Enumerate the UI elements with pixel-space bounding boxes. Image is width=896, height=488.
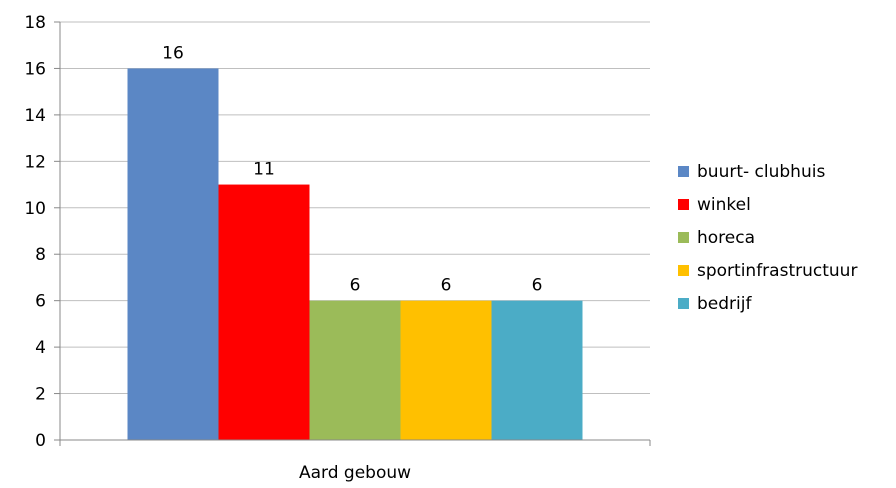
y-tick-label: 10	[24, 199, 46, 219]
legend-swatch	[678, 298, 689, 309]
legend-swatch	[678, 232, 689, 243]
bar-horeca	[309, 300, 401, 440]
legend-label: buurt- clubhuis	[697, 162, 825, 182]
y-tick-label: 18	[24, 13, 46, 33]
data-label: 6	[441, 276, 452, 296]
data-label: 11	[253, 160, 275, 180]
bar-bedrijf	[491, 300, 583, 440]
legend-swatch	[678, 199, 689, 210]
bar-buurt-clubhuis	[127, 68, 219, 440]
data-label: 16	[162, 43, 184, 63]
legend-label: sportinfrastructuur	[697, 261, 857, 281]
x-category-label: Aard gebouw	[299, 463, 411, 483]
data-label: 6	[350, 276, 361, 296]
bar-sportinfrastructuur	[400, 300, 492, 440]
axes	[54, 21, 651, 446]
y-tick-label: 2	[35, 385, 46, 405]
y-tick-label: 8	[35, 245, 46, 265]
bar-winkel	[218, 184, 310, 440]
y-tick-label: 0	[35, 431, 46, 451]
legend-swatch	[678, 166, 689, 177]
legend: buurt- clubhuis winkel horeca sportinfrastr…	[678, 162, 857, 314]
labels: 0 2 4 6 8 10 12 14 16 18 16 11 6 6 6 Aard gebouw	[24, 13, 542, 483]
y-tick-label: 14	[24, 106, 46, 126]
legend-label: winkel	[697, 195, 751, 215]
bars	[127, 68, 583, 440]
legend-swatch	[678, 265, 689, 276]
legend-label: bedrijf	[697, 294, 752, 314]
y-tick-label: 6	[35, 292, 46, 312]
legend-label: horeca	[697, 228, 755, 248]
y-tick-label: 12	[24, 152, 46, 172]
y-tick-label: 16	[24, 59, 46, 79]
data-label: 6	[532, 276, 543, 296]
y-tick-label: 4	[35, 338, 46, 358]
